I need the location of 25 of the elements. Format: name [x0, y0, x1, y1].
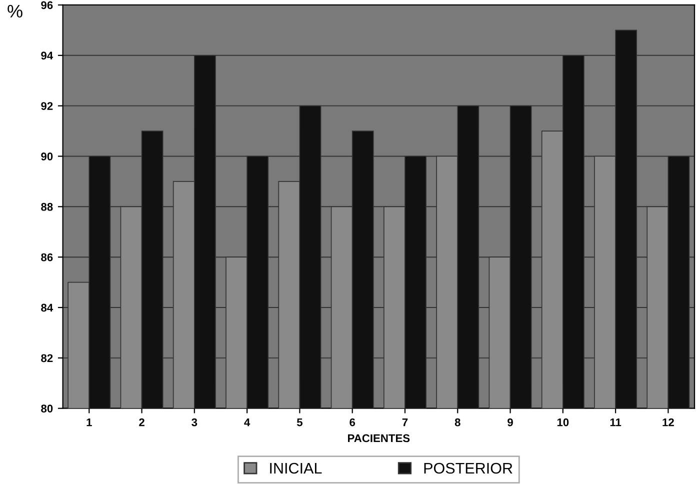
y-tick-label: 90	[41, 152, 53, 160]
y-tick-label: 92	[41, 102, 53, 110]
y-tick-label: 88	[41, 202, 53, 211]
y-tick-label: 96	[41, 1, 53, 10]
x-tick-label: 10	[557, 418, 569, 426]
legend-label: INICIAL	[270, 462, 322, 474]
y-tick-label: 82	[41, 354, 53, 362]
x-tick-label: 9	[508, 418, 513, 426]
y-tick-label: 86	[41, 253, 53, 262]
y-tick-label: 84	[41, 304, 54, 312]
x-tick-label: 6	[350, 418, 356, 426]
x-tick-label: 1	[86, 418, 92, 426]
x-tick-label: 5	[296, 418, 302, 426]
y-axis-title: %	[8, 4, 22, 18]
x-tick-label: 4	[244, 418, 250, 426]
y-tick-label: 80	[41, 404, 53, 412]
x-tick-label: 7	[402, 418, 408, 426]
x-tick-label: 11	[610, 418, 622, 426]
legend-label: POSTERIOR	[424, 462, 512, 474]
x-tick-label: 12	[662, 418, 674, 426]
x-tick-label: 8	[454, 418, 460, 426]
x-axis-title: PACIENTES	[348, 434, 410, 442]
y-tick-label: 94	[41, 52, 54, 60]
x-tick-label: 2	[139, 418, 144, 426]
x-tick-label: 3	[192, 418, 198, 426]
